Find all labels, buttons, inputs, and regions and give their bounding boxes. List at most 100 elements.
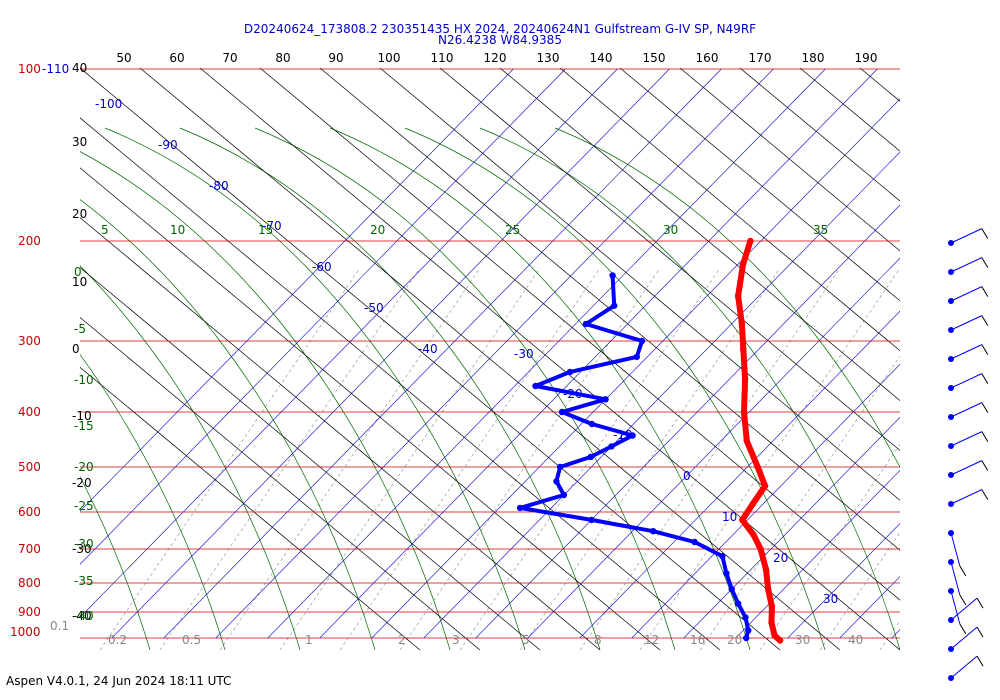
isotherm-line [475,204,900,639]
dewpoint-profile-point [611,302,618,309]
pressure-label: 900 [18,605,41,619]
wind-barb-staff [950,655,978,679]
left-axis-label: -40 [72,609,92,623]
dewpoint-profile-point [629,432,636,439]
wind-barb-feather [981,460,989,471]
wind-barb-feather [981,257,989,268]
isotherm-line [891,629,900,639]
wind-barb-staff [950,460,983,476]
top-axis-label: 80 [275,51,290,65]
isotherm-line [319,68,878,639]
dewpoint-profile-point [608,443,615,450]
temperature-profile-point [740,345,747,353]
thetae-label: -10 [74,373,94,387]
moist-adiabat-line [329,127,751,650]
temperature-profile-point [764,585,772,593]
top-axis-label: 70 [222,51,237,65]
mixing-ratio-label: 30 [795,633,810,647]
thetae-label: -30 [74,537,94,551]
dewpoint-profile-point [719,553,726,560]
pressure-label: 200 [18,234,41,248]
dewpoint-profile-point [638,337,646,345]
wind-barb-staff [950,402,983,418]
moist-adiabat-line [254,127,676,650]
wind-barb-feather [976,626,984,638]
thetae-label: -35 [74,574,94,588]
chart-title-line1: D20240624_173808.2 230351435 HX 2024, 20… [244,22,756,36]
dewpoint-profile-point [723,570,730,577]
temperature-profile-point [750,531,757,539]
wind-barb-feather [959,565,967,577]
isotherm-line [371,98,900,639]
dewpoint-profile-point [745,627,752,634]
moist-adiabat-line [80,265,301,650]
temperature-profile-point [768,619,775,626]
dewpoint-profile-point [588,516,595,524]
pressure-label: 100 [18,62,41,76]
footer-version: Aspen V4.0.1, 24 Jun 2024 18:11 UTC [6,674,232,688]
temperature-profile-point [739,516,746,524]
dry-adiabat-line [80,366,421,650]
mixing-ratio-label: 3 [452,633,460,647]
mixing-ratio-label: 1 [305,633,313,647]
isotherm-line [215,68,774,639]
mixing-ratio-line [819,531,900,650]
dewpoint-profile-line [518,273,751,640]
dewpoint-profile-point [743,634,750,642]
mixing-ratio-label: 5 [522,633,530,647]
isotherm-label: -60 [312,260,332,274]
wind-barb-feather [981,431,989,442]
isotherm-line [267,68,826,639]
isotherm-line [80,68,566,565]
dewpoint-profile-point [582,320,590,328]
theta-label: 35 [813,223,828,237]
isotherm-line [631,363,900,639]
isotherm-label: -80 [209,179,229,193]
left-axis-label: 30 [72,135,87,149]
temperature-profile-point [762,566,770,574]
dry-adiabat-line [199,68,900,650]
isotherm-line [944,69,1000,638]
wind-barb-staff [950,373,983,389]
dry-adiabat-line [80,167,661,650]
wind-barb-staff [950,257,983,273]
temperature-profile-point [754,463,761,471]
isotherm-line [787,523,900,639]
pressure-label: 700 [18,542,41,556]
mixing-ratio-line [99,267,361,650]
pressure-label: 400 [18,405,41,419]
moist-adiabat-line [80,354,226,650]
thetae-label: -15 [74,419,94,433]
mixing-ratio-label: 8 [594,633,602,647]
dry-adiabat-line [379,68,900,501]
top-axis-label: 50 [116,51,131,65]
dewpoint-profile-point [556,463,564,471]
wind-barb-staff [950,228,983,244]
isotherm-label: 20 [773,551,788,565]
thetae-label: -5 [74,322,86,336]
isotherm-label: -100 [95,97,122,111]
left-axis-label: 40 [72,61,87,75]
temperature-profile-point [768,603,776,610]
moist-adiabat-line [404,127,826,650]
mixing-ratio-line [399,267,661,650]
dewpoint-profile-point [587,453,594,461]
dry-adiabat-line [559,68,900,352]
isotherm-label: 10 [722,510,737,524]
top-axis-label: 150 [643,51,666,65]
top-axis-label: 140 [590,51,613,65]
temperature-profile-point [771,632,778,639]
dewpoint-profile-point [532,382,539,390]
dry-adiabat-line [499,68,900,402]
temperature-profile-point [741,375,749,383]
isotherm-line [839,576,900,639]
mixing-ratio-line [279,267,541,650]
dry-adiabat-line [259,68,900,601]
wind-barb-staff [950,315,983,331]
isotherm-label: -90 [158,138,178,152]
dry-adiabat-line [319,68,900,551]
pressure-label: 800 [18,576,41,590]
thetae-label: 0 [74,265,82,279]
